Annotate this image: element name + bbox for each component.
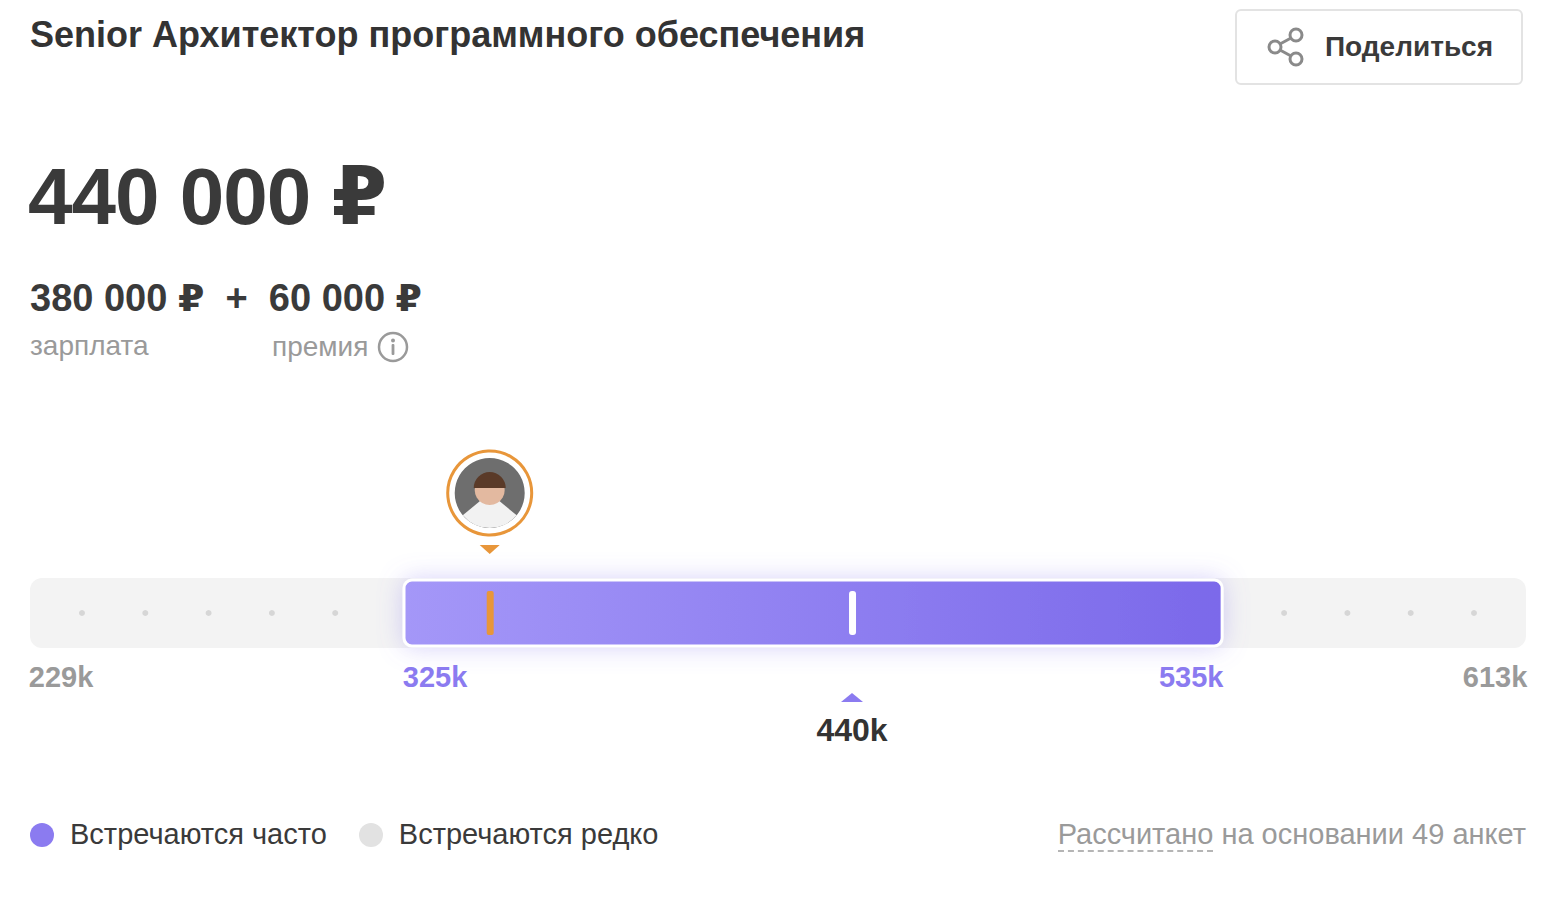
html-text:Встречаются часто: Встречаются часто	[70, 818, 327, 850]
html-text:премия: премия	[272, 331, 369, 362]
svg-text:440k: 440k	[816, 712, 887, 748]
html-text:Встречаются редко: Встречаются редко	[398, 818, 659, 850]
html-text:440 000 ₽: 440 000 ₽	[28, 152, 387, 241]
html-text:зарплата: зарплата	[30, 330, 149, 361]
svg-text:325k: 325k	[403, 661, 468, 693]
html-text:60 000 ₽: 60 000 ₽	[268, 277, 422, 319]
svg-text:613k: 613k	[1463, 661, 1528, 693]
html-text:380 000 ₽: 380 000 ₽	[30, 277, 205, 319]
svg-text:229k: 229k	[29, 661, 94, 693]
svg-text:535k: 535k	[1159, 661, 1224, 693]
html-text:Поделиться: Поделиться	[1325, 31, 1493, 62]
html-text:Рассчитано на основании 49 анк: Рассчитано на основании 49 анкет	[1057, 818, 1526, 850]
html-text:Senior Архитектор программного: Senior Архитектор программного обеспечен…	[30, 14, 866, 55]
